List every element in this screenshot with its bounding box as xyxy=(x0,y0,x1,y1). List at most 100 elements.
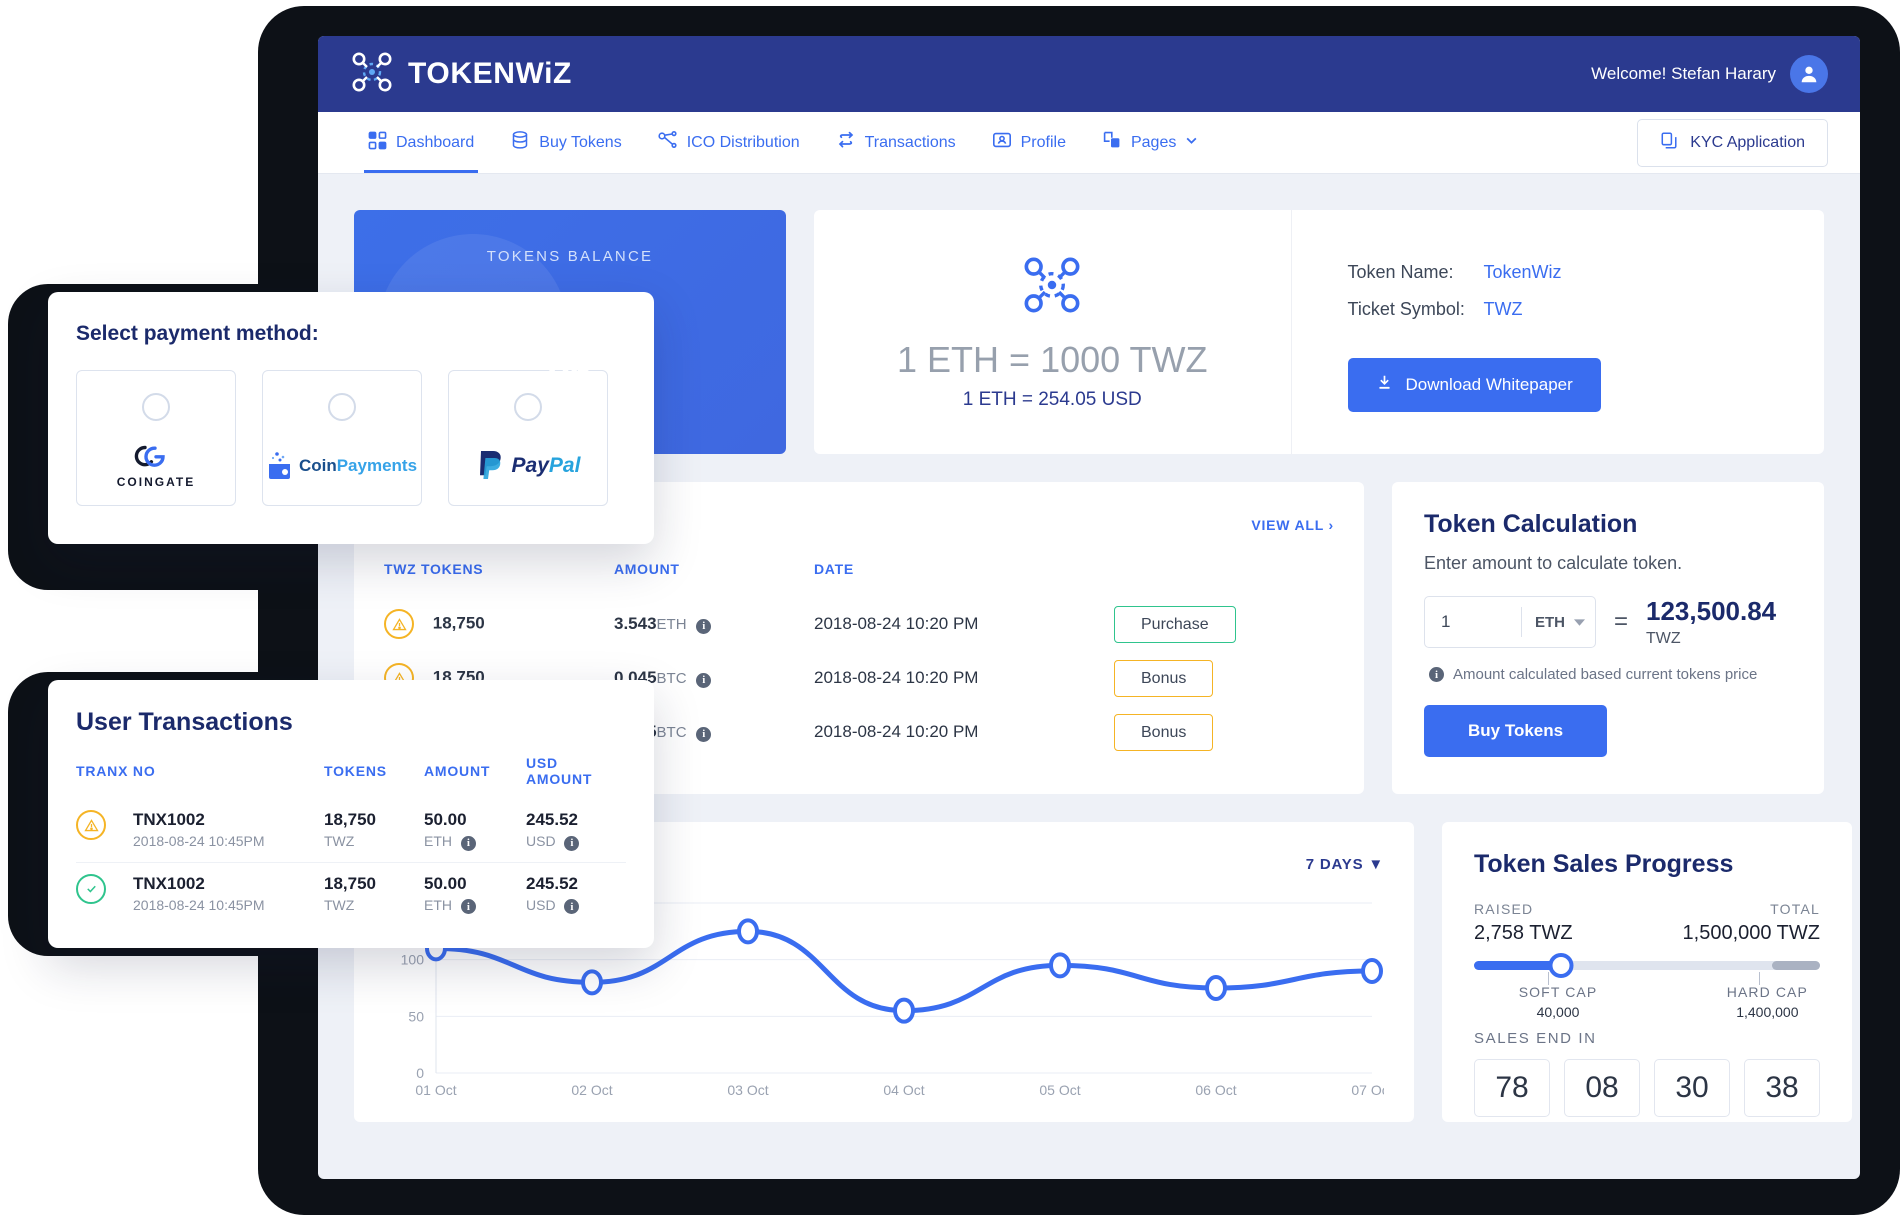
amount-unit-row: ETH i xyxy=(424,896,526,914)
amount-input[interactable] xyxy=(1425,597,1521,647)
progress-slider[interactable] xyxy=(1474,953,1820,985)
token-sales-progress-card: Token Sales Progress RAISED 2,758 TWZ TO… xyxy=(1442,822,1852,1122)
user-transactions-title: User Transactions xyxy=(76,708,293,736)
usd-value: 245.52 xyxy=(526,810,578,829)
cell-amount: 3.543ETH i xyxy=(614,597,814,651)
amount-value: 3.543 xyxy=(614,614,657,633)
download-whitepaper-label: Download Whitepaper xyxy=(1405,375,1573,394)
radio-icon[interactable] xyxy=(142,393,170,421)
info-icon[interactable]: i xyxy=(696,618,712,634)
nav-item-transactions[interactable]: Transactions xyxy=(818,112,974,173)
rate-left-panel: 1 ETH = 1000 TWZ 1 ETH = 254.05 USD xyxy=(814,210,1292,454)
x-tick-label: 06 Oct xyxy=(1195,1082,1236,1098)
info-icon[interactable]: i xyxy=(460,899,476,914)
col-amount: AMOUNT xyxy=(614,561,680,577)
rate-right-panel: Token Name: TokenWiz Ticket Symbol: TWZ xyxy=(1292,210,1825,454)
nav-label: ICO Distribution xyxy=(686,133,800,151)
top-bar: TOKENWiZ Welcome! Stefan Harary xyxy=(318,36,1860,112)
hard-cap-label: HARD CAP xyxy=(1726,984,1808,1000)
hard-cap-value: 1,400,000 xyxy=(1736,1004,1799,1020)
payment-method-list: COINGATE CoinPayments xyxy=(76,370,626,506)
raised-value: 2,758 TWZ xyxy=(1474,922,1573,944)
usd-unit: USD xyxy=(526,896,556,913)
transaction-header-row: TWZ TOKENS AMOUNT DATE xyxy=(384,561,1334,597)
usd-unit-row: USD i xyxy=(526,833,626,851)
soft-cap-value: 40,000 xyxy=(1536,1004,1580,1020)
usd-value: 245.52 xyxy=(526,873,578,893)
radio-icon[interactable] xyxy=(328,393,356,421)
progress-fill xyxy=(1474,961,1561,970)
view-all-label: VIEW ALL xyxy=(1251,516,1324,533)
table-row: 18,750 0.045BTC i 2018-08-24 10:20 PM Bo… xyxy=(384,651,1334,705)
info-icon[interactable]: i xyxy=(564,899,580,914)
download-whitepaper-button[interactable]: Download Whitepaper xyxy=(1347,358,1601,412)
nav-item-profile[interactable]: Profile xyxy=(974,112,1084,173)
transfer-arrows-icon xyxy=(836,130,856,155)
calculation-row: ETH = 123,500.84 TWZ xyxy=(1424,596,1792,648)
sales-end-label: SALES END IN xyxy=(1474,1030,1597,1047)
progress-knob[interactable] xyxy=(1548,953,1573,978)
buy-tokens-button[interactable]: Buy Tokens xyxy=(1424,705,1608,757)
period-selector[interactable]: 7 DAYS ▼ xyxy=(1306,856,1384,873)
col-usd-amount: USD AMOUNT xyxy=(526,755,593,787)
brand-logo[interactable]: TOKENWiZ xyxy=(350,50,572,99)
info-icon: i xyxy=(1429,667,1444,682)
share-nodes-icon xyxy=(658,130,678,155)
user-menu[interactable]: Welcome! Stefan Harary xyxy=(1591,55,1828,93)
view-all-link[interactable]: VIEW ALL › xyxy=(1251,517,1334,533)
data-point xyxy=(1361,958,1383,984)
bonus-button[interactable]: Bonus xyxy=(1114,660,1214,697)
col-twz-tokens: TWZ TOKENS xyxy=(384,561,484,577)
purchase-button[interactable]: Purchase xyxy=(1114,606,1236,643)
info-icon[interactable]: i xyxy=(696,672,712,688)
nav-item-buy-tokens[interactable]: Buy Tokens xyxy=(492,112,639,173)
payment-method-coinpayments[interactable]: CoinPayments xyxy=(262,370,422,506)
payment-method-coingate[interactable]: COINGATE xyxy=(76,370,236,506)
payment-method-paypal[interactable]: PayPal xyxy=(448,370,608,506)
bonus-button[interactable]: Bonus xyxy=(1114,714,1214,751)
tokens-value: 18,750 xyxy=(432,613,485,633)
caret-down-icon xyxy=(1574,614,1585,631)
cell-date: 2018-08-24 10:20 PM xyxy=(814,614,979,633)
coins-stack-icon xyxy=(510,130,530,155)
user-avatar-icon[interactable] xyxy=(1790,55,1828,93)
download-icon xyxy=(1376,374,1393,396)
amount-unit: ETH xyxy=(424,896,452,913)
data-point xyxy=(1049,952,1071,979)
amount-value: 50.00 xyxy=(424,873,467,893)
token-calculation-card: Token Calculation Enter amount to calcul… xyxy=(1392,482,1824,794)
nav-item-pages[interactable]: Pages xyxy=(1084,112,1216,173)
info-icon[interactable]: i xyxy=(564,835,580,851)
amount-input-group[interactable]: ETH xyxy=(1424,596,1596,648)
list-item: TNX1002 2018-08-24 10:45PM 18,750 TWZ 50… xyxy=(76,862,626,925)
amount-unit-row: ETH i xyxy=(424,833,526,851)
kyc-application-button[interactable]: KYC Application xyxy=(1637,118,1828,167)
amount-unit: ETH xyxy=(424,833,452,849)
eth-to-twz-rate: 1 ETH = 1000 TWZ xyxy=(897,338,1208,380)
soft-cap-tick xyxy=(1548,972,1550,985)
nav-item-ico-distribution[interactable]: ICO Distribution xyxy=(640,112,818,173)
nav-label: Transactions xyxy=(864,133,956,151)
network-nodes-icon xyxy=(1021,254,1083,321)
user-transactions-header-row: TRANX NO TOKENS AMOUNT USD AMOUNT xyxy=(76,755,626,799)
table-row: 18,750 3.543ETH i 2018-08-24 10:20 PM Pu… xyxy=(384,597,1334,651)
paypal-logo: PayPal xyxy=(476,443,580,489)
info-icon[interactable]: i xyxy=(696,726,712,742)
total-value: 1,500,000 TWZ xyxy=(1682,922,1820,944)
col-tranx-no: TRANX NO xyxy=(76,763,156,779)
data-point xyxy=(1205,975,1227,1001)
radio-icon[interactable] xyxy=(514,393,542,421)
data-point xyxy=(893,997,915,1024)
user-transactions-table: TRANX NO TOKENS AMOUNT USD AMOUNT xyxy=(76,755,626,925)
tokens-value: 18,750 xyxy=(324,873,376,893)
grid-dashboard-icon xyxy=(368,131,387,155)
warning-triangle-icon xyxy=(76,810,106,840)
currency-select[interactable]: ETH xyxy=(1521,607,1598,637)
tranx-no-value: TNX1002 xyxy=(133,873,205,893)
nav-item-dashboard[interactable]: Dashboard xyxy=(350,112,492,173)
info-icon[interactable]: i xyxy=(460,835,476,851)
user-transactions-popup: User Transactions TRANX NO TOKENS AMOUNT… xyxy=(48,680,654,948)
cell-tokens: 18,750 TWZ xyxy=(324,862,424,925)
cell-tranx-no: TNX1002 2018-08-24 10:45PM xyxy=(76,862,324,925)
